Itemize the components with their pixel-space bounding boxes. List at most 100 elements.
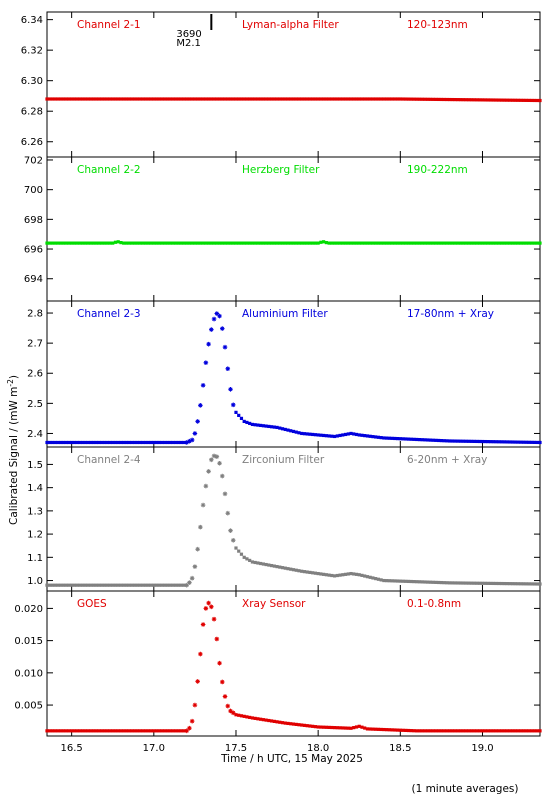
data-point bbox=[456, 98, 460, 102]
data-point bbox=[138, 729, 142, 733]
data-point bbox=[184, 440, 189, 445]
data-point bbox=[119, 583, 123, 587]
data-point bbox=[417, 241, 422, 245]
data-point bbox=[67, 97, 71, 101]
data-point bbox=[406, 241, 411, 245]
data-point bbox=[439, 580, 443, 585]
data-point bbox=[61, 97, 66, 101]
data-point bbox=[113, 97, 118, 101]
data-point bbox=[105, 97, 109, 101]
data-point bbox=[480, 241, 485, 245]
data-point bbox=[59, 729, 63, 733]
data-point bbox=[272, 425, 276, 429]
data-point bbox=[346, 572, 350, 576]
data-point bbox=[280, 427, 285, 431]
data-point bbox=[423, 729, 427, 733]
data-point bbox=[81, 440, 85, 445]
data-point bbox=[119, 97, 123, 101]
data-point bbox=[127, 440, 131, 445]
data-point bbox=[316, 725, 320, 729]
data-point bbox=[343, 97, 348, 101]
data-point bbox=[217, 97, 222, 101]
data-point bbox=[264, 241, 268, 245]
data-point bbox=[409, 579, 413, 584]
data-point bbox=[269, 425, 274, 429]
data-point bbox=[75, 97, 79, 101]
data-point bbox=[250, 716, 255, 720]
data-point bbox=[453, 439, 457, 443]
data-point bbox=[338, 433, 342, 438]
data-point bbox=[371, 727, 375, 731]
data-point bbox=[165, 241, 170, 245]
data-point bbox=[445, 439, 449, 443]
data-point bbox=[267, 718, 271, 723]
data-point bbox=[45, 241, 49, 245]
data-point bbox=[491, 440, 496, 444]
y-tick-label: 6.28 bbox=[21, 107, 43, 118]
data-point bbox=[230, 402, 236, 408]
data-point bbox=[45, 583, 49, 587]
data-point bbox=[250, 97, 255, 101]
data-point bbox=[212, 97, 216, 101]
data-point bbox=[214, 636, 220, 642]
data-point bbox=[105, 440, 109, 445]
data-point bbox=[294, 430, 298, 434]
data-point bbox=[489, 241, 493, 245]
panel-frame bbox=[46, 156, 541, 302]
data-point bbox=[291, 429, 296, 434]
data-point bbox=[371, 435, 375, 439]
data-point bbox=[297, 241, 301, 245]
data-point bbox=[431, 438, 435, 442]
footnote: (1 minute averages) bbox=[411, 783, 518, 795]
data-point bbox=[111, 440, 115, 445]
data-point bbox=[530, 582, 534, 586]
data-point bbox=[152, 583, 156, 587]
data-point bbox=[442, 241, 446, 245]
data-point bbox=[313, 433, 318, 437]
data-point bbox=[538, 98, 542, 103]
data-point bbox=[78, 97, 82, 101]
data-point bbox=[461, 581, 465, 585]
data-point bbox=[100, 241, 104, 245]
data-point bbox=[160, 729, 164, 733]
data-point bbox=[234, 241, 238, 245]
data-point bbox=[486, 729, 490, 733]
data-point bbox=[406, 579, 411, 584]
data-point bbox=[360, 97, 364, 101]
data-point bbox=[530, 729, 534, 733]
data-point bbox=[374, 727, 378, 731]
data-point bbox=[489, 581, 493, 585]
data-point bbox=[338, 726, 342, 730]
data-point bbox=[294, 568, 298, 572]
data-point bbox=[89, 440, 93, 445]
data-point bbox=[527, 241, 531, 245]
data-series bbox=[45, 453, 542, 588]
data-point bbox=[250, 422, 255, 427]
data-point bbox=[322, 240, 326, 244]
data-point bbox=[379, 436, 383, 440]
data-point bbox=[53, 241, 57, 245]
data-point bbox=[453, 729, 457, 733]
data-point bbox=[141, 583, 145, 587]
data-point bbox=[264, 562, 268, 567]
data-point bbox=[242, 241, 246, 245]
data-point bbox=[511, 729, 515, 733]
data-point bbox=[302, 570, 307, 574]
panel-channel-label: Channel 2-4 bbox=[77, 454, 141, 466]
data-point bbox=[500, 729, 504, 733]
data-point bbox=[50, 241, 55, 245]
data-point bbox=[59, 241, 63, 245]
data-point bbox=[319, 572, 323, 576]
data-point bbox=[81, 729, 85, 733]
data-point bbox=[448, 439, 452, 443]
data-point bbox=[316, 241, 320, 245]
data-point bbox=[168, 241, 172, 245]
data-point bbox=[72, 241, 76, 245]
data-point bbox=[102, 440, 107, 445]
data-point bbox=[524, 440, 528, 444]
data-point bbox=[72, 583, 76, 587]
data-point bbox=[409, 241, 413, 245]
data-point bbox=[376, 97, 381, 101]
data-point bbox=[458, 98, 463, 102]
panel-filter-label: Lyman-alpha Filter bbox=[242, 19, 339, 31]
